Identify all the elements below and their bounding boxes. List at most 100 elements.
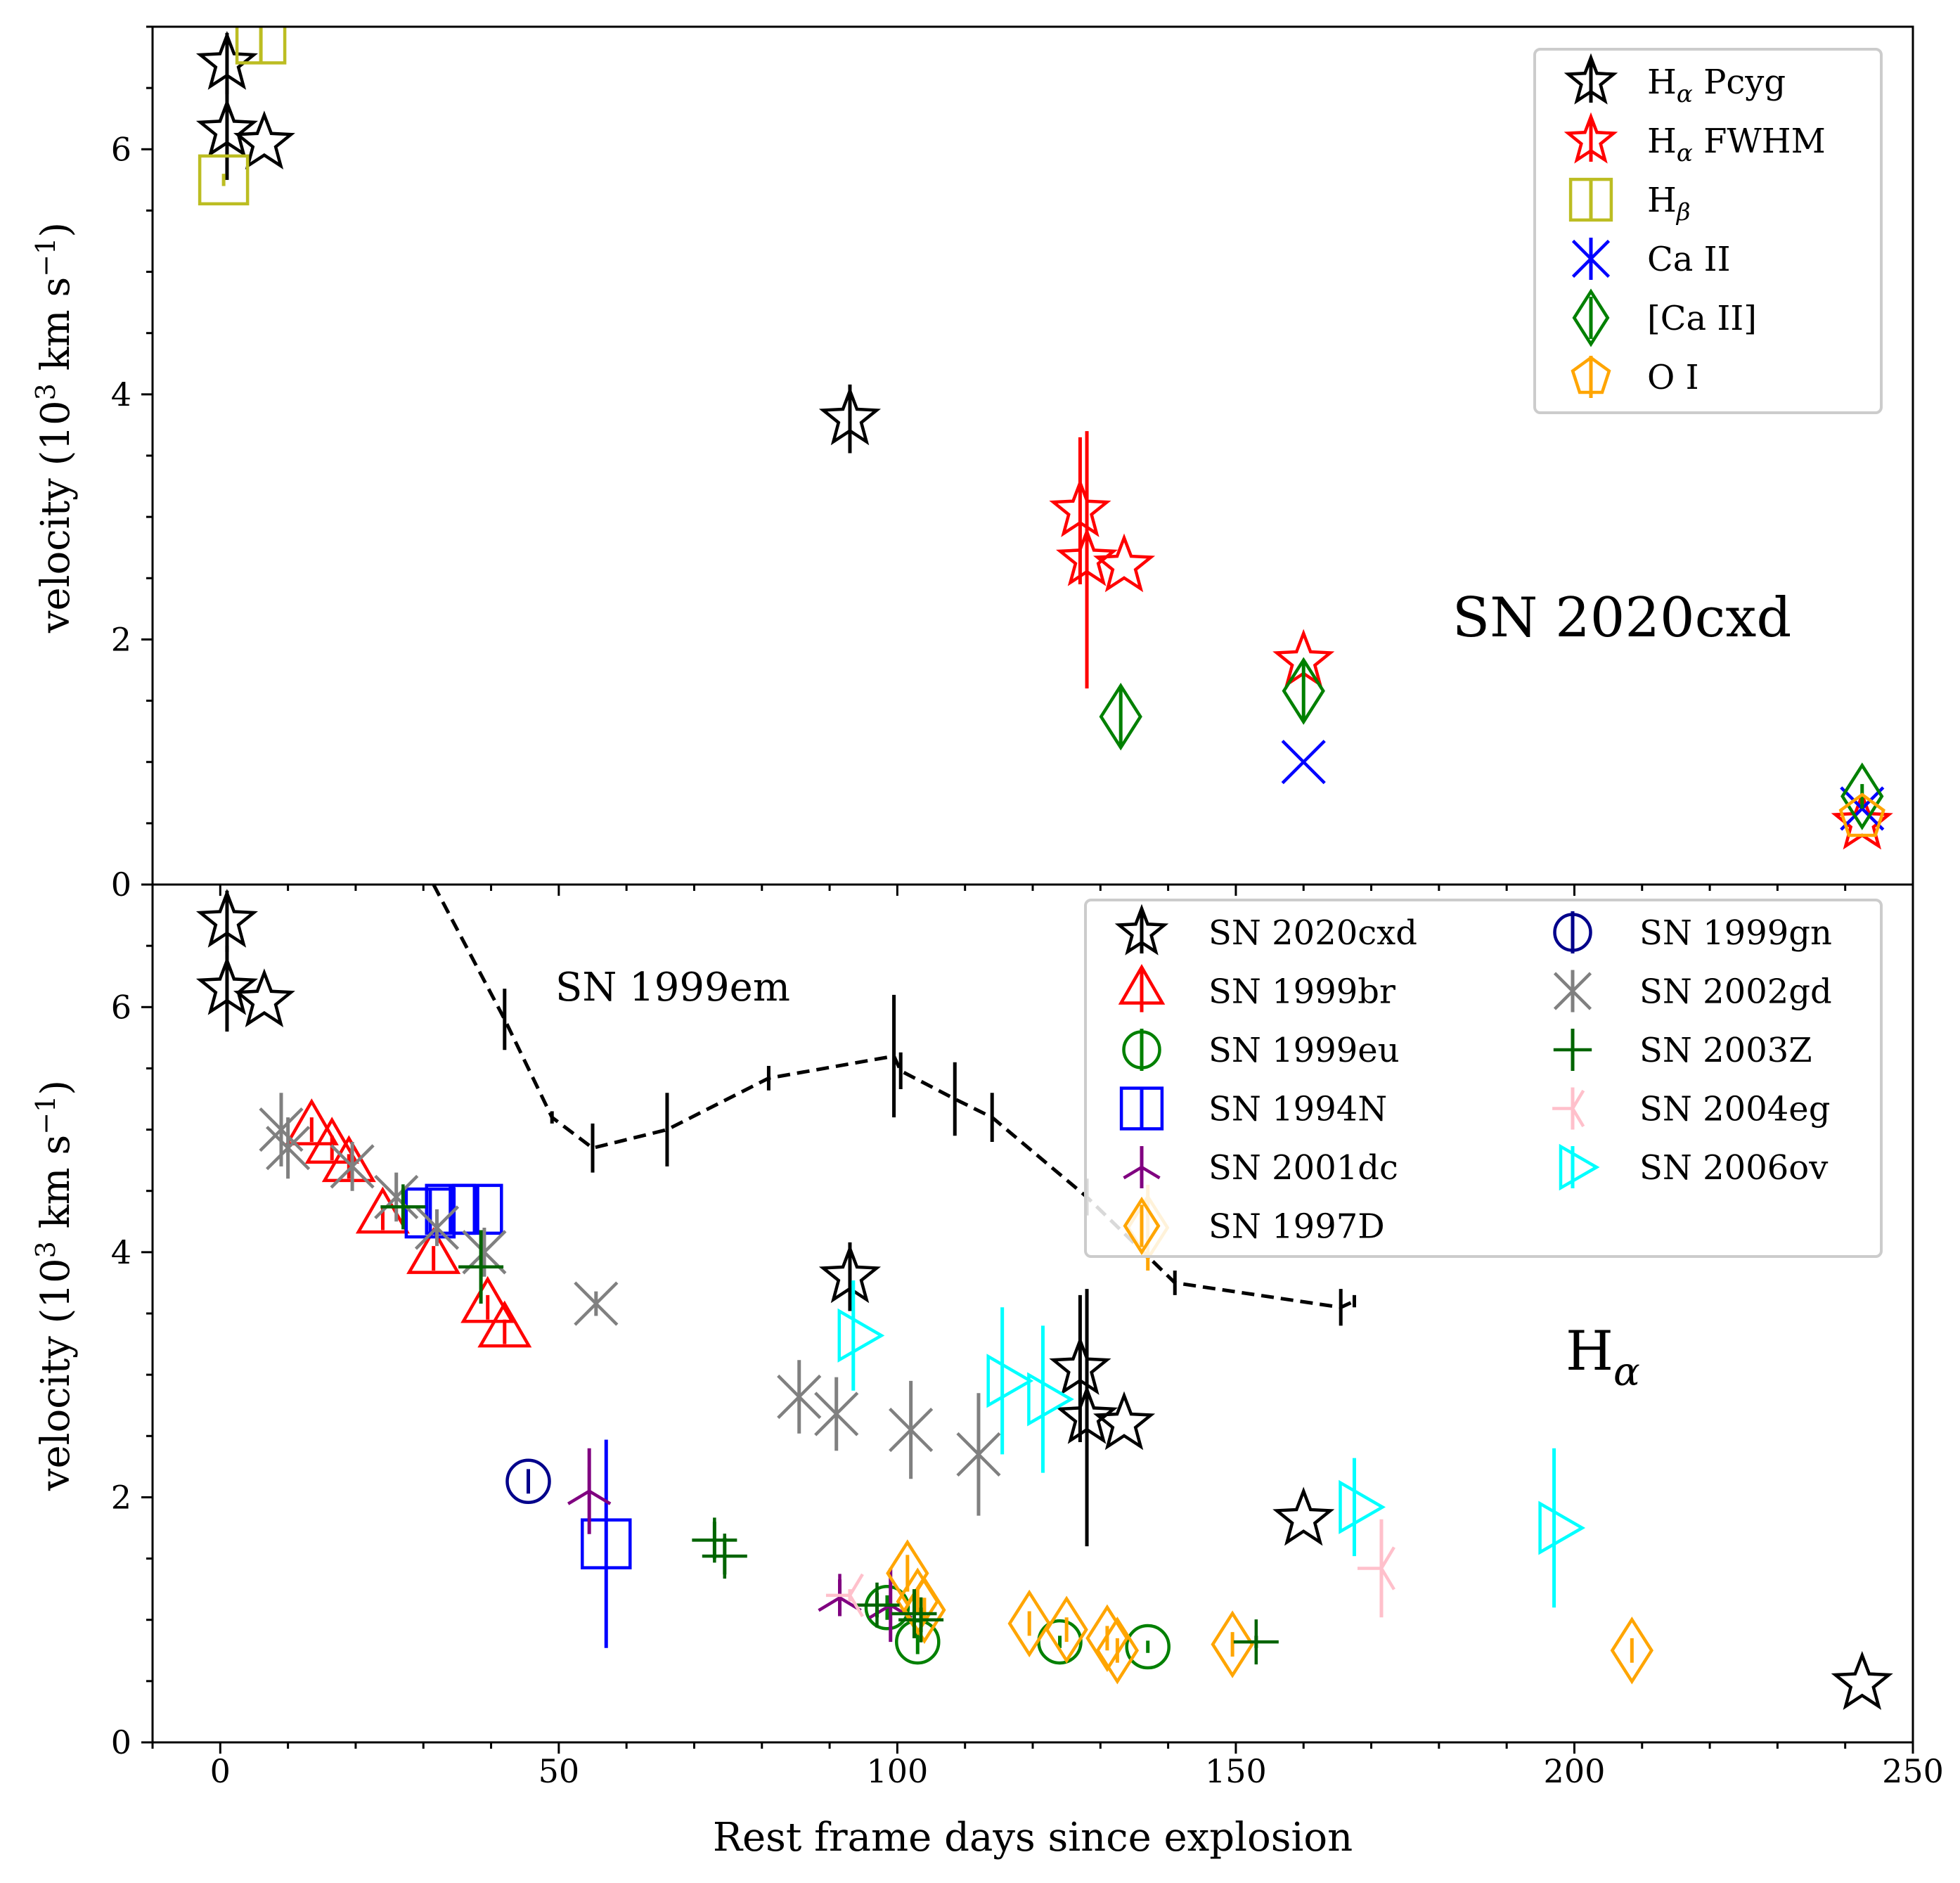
sn2006ov-point (1027, 1372, 1074, 1427)
legend-label: [Ca II] (1647, 299, 1757, 338)
ha_pcyg-point (195, 30, 259, 90)
hb-point (198, 154, 250, 206)
xtick-label: 0 (210, 1752, 231, 1790)
panel-bottom-data (195, 885, 1893, 1710)
sn2002gd-point (266, 1126, 311, 1171)
legend-marker (1123, 1147, 1161, 1180)
legend-label: SN 2001dc (1208, 1148, 1398, 1188)
sn2002gd-point (330, 1144, 375, 1189)
series-caii (1281, 740, 1885, 831)
sn1997d-point (903, 1576, 946, 1644)
legend-label: SN 2002gd (1639, 972, 1832, 1012)
panel-bottom-ytick-label: 4 (111, 1233, 131, 1271)
xtick-label: 250 (1882, 1752, 1944, 1790)
sn2001dc-point (567, 1467, 612, 1505)
sn1999eu-point (864, 1585, 910, 1631)
sn1999br-point (460, 1275, 515, 1323)
legend-entry-oi: O I (1571, 356, 1699, 398)
panel-bottom-ylabel: velocity (103 km s−1) (30, 1080, 79, 1491)
legend-marker (1572, 288, 1610, 347)
legend-top: Hα Pcyg Hα FWHM Hβ Ca II [Ca II] O I (1533, 48, 1883, 414)
sn1997d-point (1211, 1610, 1254, 1678)
panel-bottom: 0 2 4 6 velocity (103 km s−1) 0 50 100 150 200 250… (30, 883, 1944, 1860)
series-sn2020cxd (195, 888, 1893, 1710)
ha_pcyg-point (818, 386, 882, 446)
caii_forb-point (1840, 762, 1884, 830)
sn2002gd-point (889, 1407, 934, 1453)
legend-entry-caii: Ca II (1571, 238, 1731, 280)
sn1994n-point (581, 1518, 632, 1569)
legend-entry-sn2003z: SN 2003Z (1553, 1029, 1812, 1071)
sn1999br-point (304, 1117, 359, 1164)
legend-marker (1553, 913, 1592, 952)
legend-label: SN 2006ov (1639, 1148, 1828, 1188)
sn2020cxd-point (1831, 1650, 1893, 1710)
x-axis-label: Rest frame days since explosion (713, 1815, 1353, 1860)
series-sn2006ov (837, 1280, 1586, 1608)
legend-bottom: SN 2020cxd SN 1999br SN 1999eu SN 1994N SN 2… (1084, 899, 1883, 1258)
series-sn1999gn (505, 1458, 551, 1505)
sn2020cxd-point (233, 968, 295, 1027)
ha_fwhm-point (1049, 478, 1111, 537)
sn2002gd-point (374, 1174, 419, 1220)
sn2020cxd-point (195, 888, 259, 948)
series-oi (1838, 792, 1885, 837)
legend-label: SN 2004eg (1639, 1090, 1830, 1129)
legend-label: SN 1994N (1208, 1090, 1387, 1129)
sn1999br-point (406, 1227, 461, 1274)
sn2006ov-point (986, 1354, 1034, 1408)
sn2003z-point (380, 1184, 426, 1230)
sn2020cxd-point (1055, 1384, 1118, 1444)
caii_forb-point (1282, 657, 1325, 725)
sn2004eg-point (825, 1573, 864, 1618)
legend-label: Hβ (1647, 181, 1691, 226)
legend-label: SN 2020cxd (1208, 913, 1417, 953)
series-ha_pcyg (195, 30, 882, 454)
ha_fwhm-point (1092, 533, 1156, 593)
legend-entry-ha_pcyg: Hα Pcyg (1564, 53, 1786, 108)
legend-entry-sn2006ov: SN 2006ov (1559, 1143, 1828, 1191)
series-caii_forb (1099, 657, 1884, 830)
legend-entry-hb: Hβ (1568, 177, 1691, 226)
panel-top-ytick-label: 2 (111, 620, 131, 658)
sn2006ov-point (1538, 1500, 1586, 1555)
sn1999em-reference-line (432, 885, 1355, 1309)
series-hb (198, 27, 287, 206)
sn2004eg-point (1357, 1546, 1395, 1590)
legend-marker (1564, 112, 1618, 164)
sn2002gd-point (777, 1374, 822, 1420)
sn2006ov-point (837, 1308, 885, 1363)
legend-label: SN 1999br (1208, 972, 1395, 1012)
legend-label: O I (1647, 358, 1699, 397)
sn1997d-point (1045, 1595, 1088, 1664)
series-sn1997d (886, 1185, 1653, 1685)
sn1999gn-point (505, 1458, 551, 1505)
sn2002gd-point (956, 1432, 1001, 1477)
sn2003z-point (1233, 1619, 1279, 1665)
legend-marker (1119, 1086, 1164, 1131)
legend-marker (1564, 53, 1618, 105)
panel-top-ytick-label: 4 (111, 375, 131, 413)
panel-bottom-ytick-label: 0 (111, 1723, 131, 1761)
legend-entry-sn2002gd: SN 2002gd (1553, 970, 1832, 1013)
legend-label: SN 1999gn (1639, 913, 1832, 953)
sn2003z-point (702, 1534, 747, 1579)
panel-top-data (195, 27, 1893, 850)
panel-top-ytick-label: 6 (111, 130, 131, 168)
legend-entry-sn2020cxd: SN 2020cxd (1114, 904, 1417, 956)
sn1997d-point (1085, 1604, 1129, 1673)
legend-entry-sn1999eu: SN 1999eu (1122, 1029, 1400, 1071)
legend-label: SN 1999eu (1208, 1031, 1400, 1070)
sn2020cxd-point (195, 956, 259, 1015)
sn1999eu-point (1125, 1624, 1171, 1670)
oi-point (1838, 792, 1885, 837)
legend-marker (1553, 972, 1592, 1010)
h-alpha-annotation: Hα (1566, 1320, 1640, 1395)
legend-marker (1552, 1089, 1585, 1128)
sn2020cxd-point (1049, 1336, 1111, 1395)
legend-entry-sn1997d: SN 1997D (1123, 1196, 1385, 1256)
caii-point (1281, 740, 1326, 785)
sn2002gd-point (259, 1107, 304, 1152)
legend-marker (1559, 1143, 1600, 1191)
